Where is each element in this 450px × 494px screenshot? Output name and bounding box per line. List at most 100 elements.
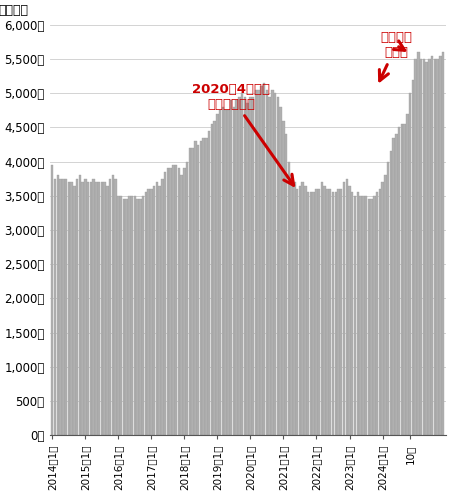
- Bar: [406, 114, 409, 435]
- Bar: [87, 182, 89, 435]
- Bar: [376, 192, 378, 435]
- Bar: [288, 162, 290, 435]
- Bar: [359, 196, 362, 435]
- Bar: [161, 179, 164, 435]
- Bar: [139, 199, 142, 435]
- Bar: [244, 97, 246, 435]
- Bar: [312, 192, 315, 435]
- Bar: [144, 192, 147, 435]
- Bar: [81, 182, 84, 435]
- Bar: [329, 189, 332, 435]
- Bar: [172, 165, 175, 435]
- Bar: [183, 168, 185, 435]
- Bar: [293, 182, 296, 435]
- Bar: [54, 179, 56, 435]
- Bar: [296, 189, 298, 435]
- Bar: [266, 90, 268, 435]
- Bar: [65, 179, 67, 435]
- Bar: [384, 175, 387, 435]
- Bar: [326, 189, 328, 435]
- Bar: [109, 179, 111, 435]
- Bar: [98, 182, 100, 435]
- Text: 2020年4月から
コロナで急減: 2020年4月から コロナで急減: [192, 82, 294, 185]
- Bar: [189, 148, 191, 435]
- Text: 在庫戸数: 在庫戸数: [0, 3, 28, 17]
- Bar: [340, 189, 342, 435]
- Bar: [370, 199, 373, 435]
- Bar: [142, 196, 144, 435]
- Bar: [205, 138, 207, 435]
- Bar: [249, 97, 252, 435]
- Bar: [92, 179, 95, 435]
- Bar: [186, 162, 189, 435]
- Bar: [299, 186, 301, 435]
- Bar: [279, 107, 282, 435]
- Bar: [431, 55, 433, 435]
- Bar: [120, 196, 122, 435]
- Bar: [403, 124, 406, 435]
- Bar: [208, 131, 211, 435]
- Bar: [202, 138, 205, 435]
- Bar: [90, 182, 92, 435]
- Bar: [247, 103, 249, 435]
- Bar: [131, 196, 133, 435]
- Bar: [400, 124, 403, 435]
- Bar: [216, 114, 219, 435]
- Bar: [95, 182, 98, 435]
- Bar: [225, 110, 227, 435]
- Bar: [307, 192, 310, 435]
- Bar: [150, 189, 153, 435]
- Bar: [302, 182, 304, 435]
- Bar: [114, 179, 117, 435]
- Bar: [158, 186, 161, 435]
- Bar: [200, 141, 202, 435]
- Bar: [134, 196, 136, 435]
- Bar: [230, 100, 232, 435]
- Bar: [180, 175, 183, 435]
- Bar: [356, 192, 359, 435]
- Bar: [197, 145, 199, 435]
- Bar: [68, 182, 70, 435]
- Bar: [324, 186, 326, 435]
- Bar: [373, 196, 375, 435]
- Bar: [175, 165, 177, 435]
- Bar: [57, 175, 59, 435]
- Bar: [409, 93, 411, 435]
- Bar: [73, 186, 76, 435]
- Bar: [128, 196, 130, 435]
- Bar: [194, 141, 197, 435]
- Bar: [235, 100, 238, 435]
- Bar: [255, 90, 257, 435]
- Bar: [390, 151, 392, 435]
- Bar: [112, 175, 114, 435]
- Bar: [178, 168, 180, 435]
- Bar: [368, 199, 370, 435]
- Bar: [395, 134, 397, 435]
- Bar: [241, 93, 243, 435]
- Bar: [238, 97, 241, 435]
- Bar: [439, 55, 441, 435]
- Bar: [147, 189, 150, 435]
- Bar: [269, 97, 271, 435]
- Bar: [332, 192, 334, 435]
- Bar: [100, 182, 103, 435]
- Bar: [420, 59, 422, 435]
- Bar: [211, 124, 213, 435]
- Bar: [334, 192, 337, 435]
- Bar: [392, 138, 395, 435]
- Bar: [271, 90, 274, 435]
- Bar: [381, 182, 384, 435]
- Bar: [378, 189, 381, 435]
- Bar: [387, 162, 389, 435]
- Bar: [351, 192, 354, 435]
- Bar: [285, 134, 288, 435]
- Bar: [290, 175, 293, 435]
- Bar: [304, 186, 307, 435]
- Bar: [315, 189, 318, 435]
- Bar: [106, 186, 108, 435]
- Bar: [260, 86, 263, 435]
- Bar: [126, 199, 128, 435]
- Bar: [84, 179, 86, 435]
- Bar: [122, 199, 125, 435]
- Bar: [414, 59, 417, 435]
